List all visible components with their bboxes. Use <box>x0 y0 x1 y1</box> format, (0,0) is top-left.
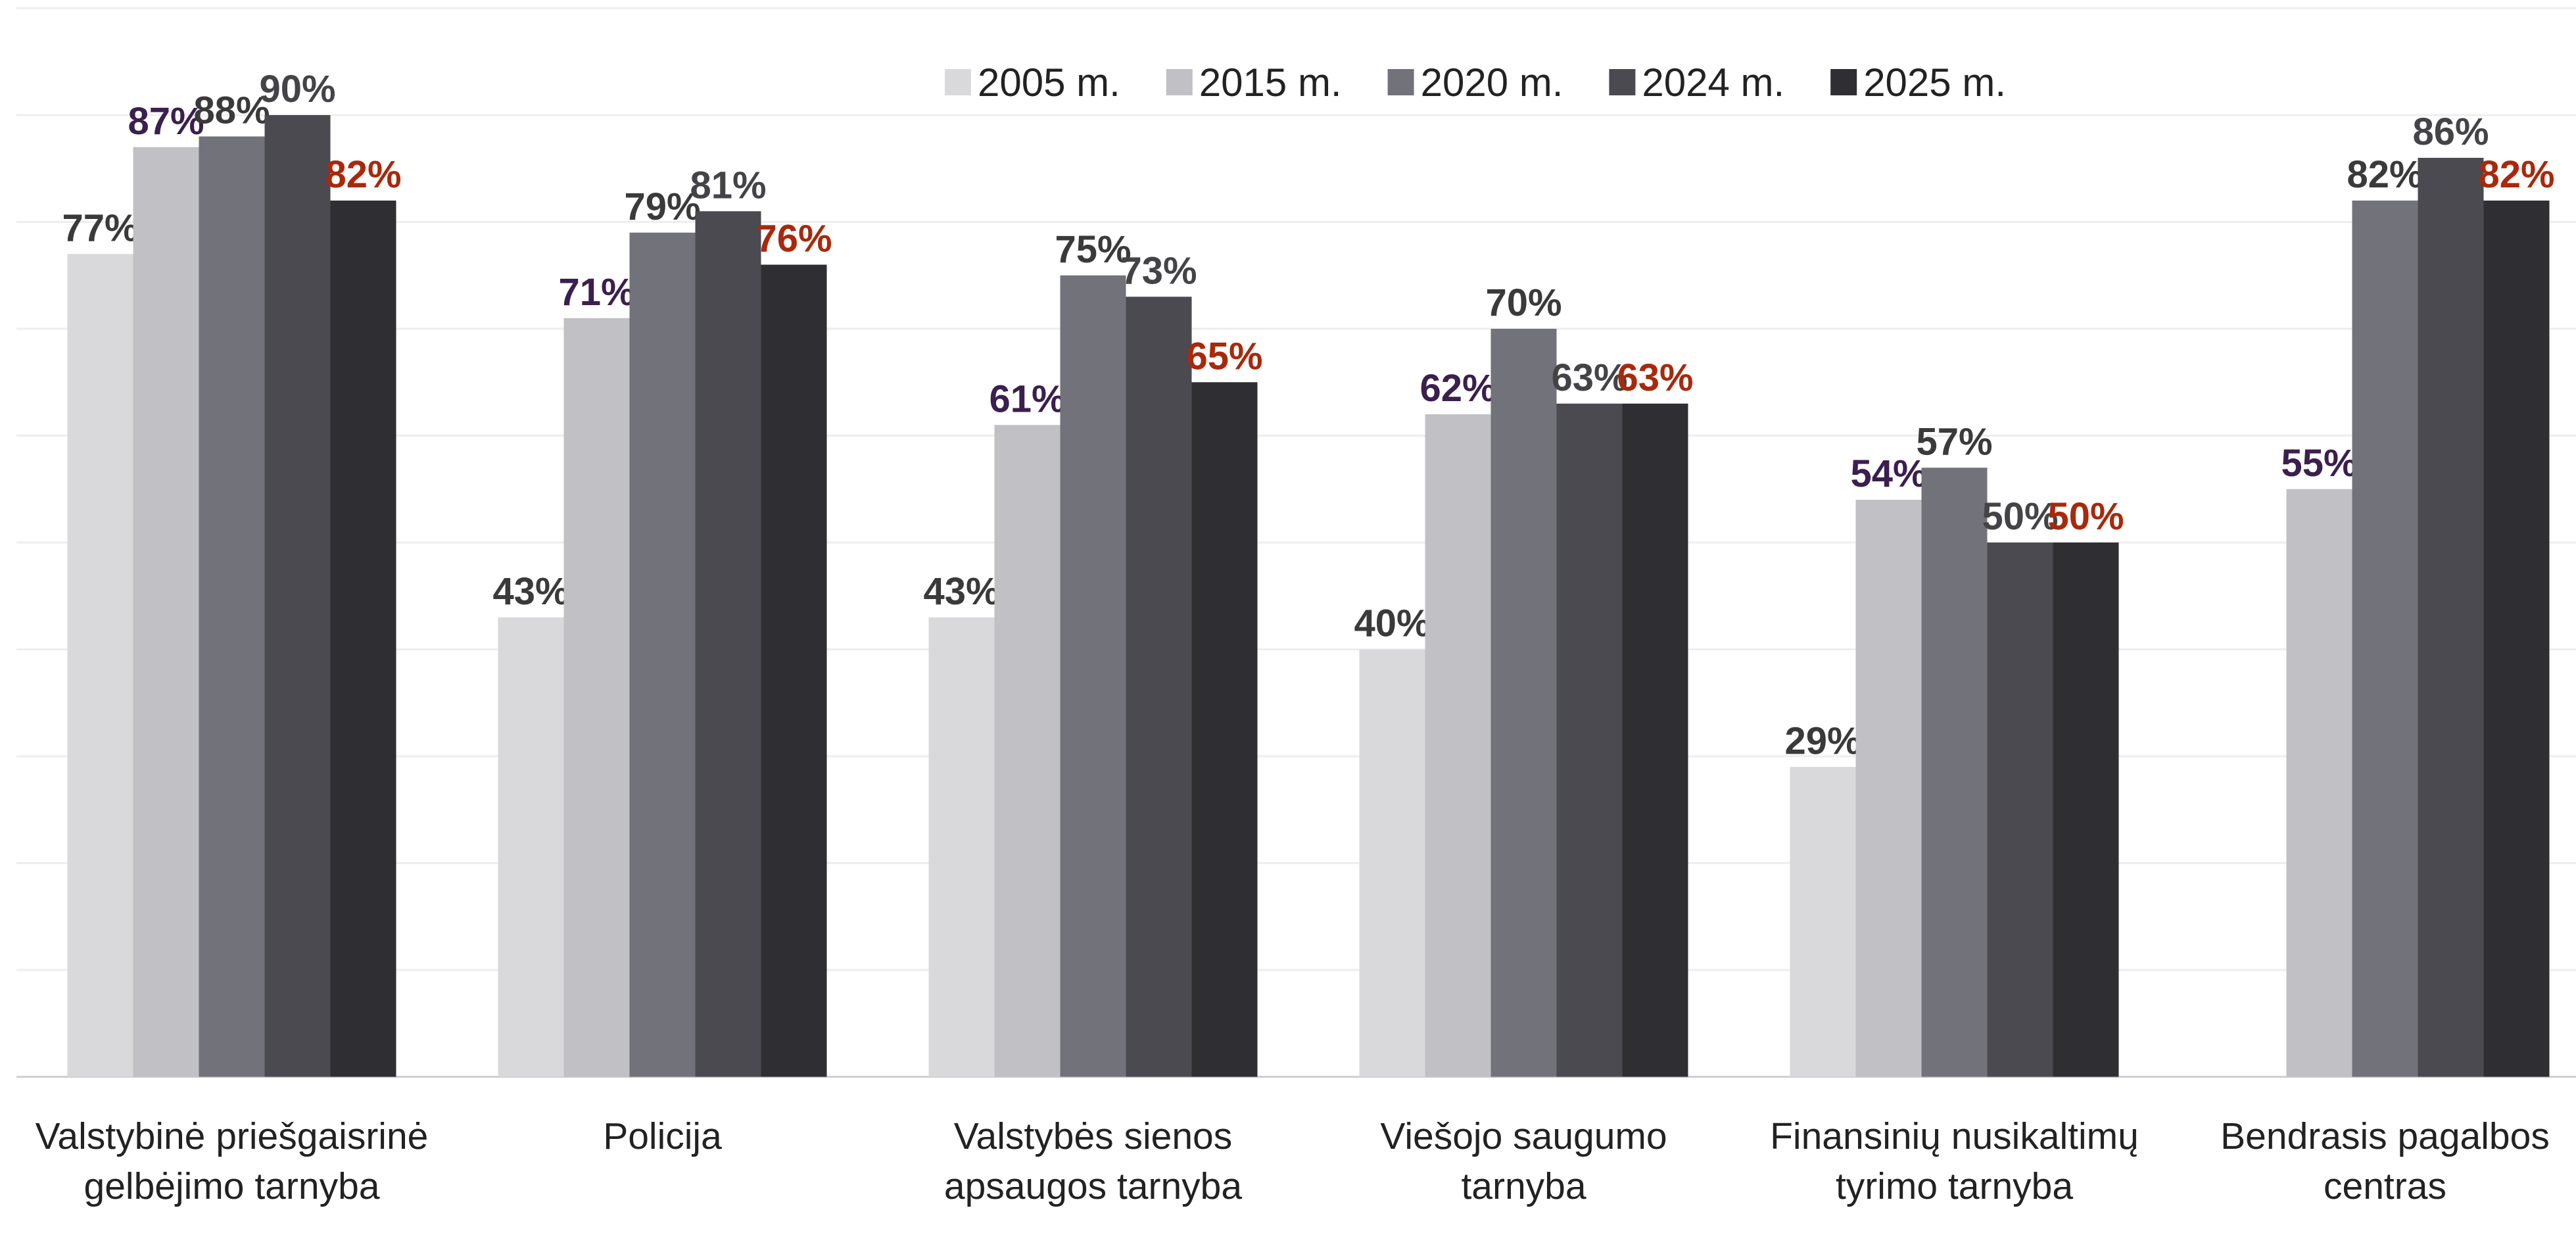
bar <box>67 254 133 1077</box>
legend-label: 2005 m. <box>978 60 1120 105</box>
legend-swatch <box>1609 69 1636 95</box>
bar <box>1491 329 1557 1077</box>
bar <box>994 425 1061 1077</box>
data-label: 54% <box>1850 452 1926 495</box>
data-label: 82% <box>2347 153 2423 196</box>
bar <box>330 201 396 1077</box>
data-label: 57% <box>1916 420 1992 463</box>
data-label: 86% <box>2412 110 2489 153</box>
data-label: 50% <box>1982 495 2058 538</box>
legend-label: 2024 m. <box>1642 60 1784 105</box>
x-tick-label: Valstybės sienos apsaugos tarnyba <box>943 1115 1243 1207</box>
bar <box>133 147 199 1077</box>
legend-label: 2025 m. <box>1863 60 2006 105</box>
data-label: 61% <box>989 377 1065 420</box>
data-label: 65% <box>1186 335 1262 377</box>
data-label: 76% <box>755 218 832 260</box>
bar <box>695 211 761 1077</box>
bar <box>1425 414 1491 1077</box>
x-tick-label: Policija <box>603 1115 722 1157</box>
bar <box>199 136 265 1077</box>
data-label: 55% <box>2281 442 2357 485</box>
bar <box>264 115 331 1077</box>
data-label: 88% <box>193 89 270 132</box>
data-label: 62% <box>1419 367 1496 410</box>
data-label: 40% <box>1354 602 1430 645</box>
bar <box>1191 382 1258 1077</box>
legend-swatch <box>1387 69 1414 95</box>
bar <box>1126 297 1192 1077</box>
data-label: 81% <box>690 164 766 206</box>
data-label: 82% <box>325 153 401 196</box>
legend-label: 2015 m. <box>1199 60 1342 105</box>
data-label: 70% <box>1485 281 1562 324</box>
bar <box>1060 275 1126 1077</box>
legend-swatch <box>1166 69 1193 95</box>
x-tick-label: Viešojo saugumo tarnyba <box>1380 1115 1667 1207</box>
data-label: 50% <box>2047 495 2124 538</box>
legend-swatch <box>1830 69 1857 95</box>
data-label: 87% <box>128 100 204 143</box>
data-label: 29% <box>1784 719 1861 762</box>
bar <box>761 264 827 1077</box>
bar <box>1556 403 1623 1077</box>
bar <box>1622 403 1688 1077</box>
data-label: 73% <box>1120 249 1197 292</box>
bar <box>1855 500 1922 1077</box>
bar <box>1790 767 1856 1077</box>
data-label: 43% <box>923 570 999 613</box>
bar <box>1987 543 2053 1077</box>
bar <box>498 617 564 1077</box>
data-label: 43% <box>492 570 569 613</box>
data-label: 75% <box>1055 228 1131 271</box>
bar <box>563 318 630 1077</box>
bar <box>2053 543 2119 1077</box>
data-label: 82% <box>2478 153 2554 196</box>
data-label: 71% <box>558 271 634 314</box>
x-tick-label: Bendrasis pagalbos centras <box>2220 1115 2550 1207</box>
data-label: 63% <box>1617 356 1693 399</box>
bar <box>1359 649 1425 1077</box>
bar <box>1921 468 1988 1077</box>
legend-label: 2020 m. <box>1421 60 1563 105</box>
data-label: 79% <box>624 185 700 228</box>
data-label: 63% <box>1551 356 1627 399</box>
bar <box>928 617 995 1077</box>
bar <box>2483 201 2550 1077</box>
x-tick-label: Valstybinė priešgaisrinė gelbėjimo tarny… <box>35 1115 429 1207</box>
data-label: 77% <box>62 206 138 249</box>
bar <box>2286 489 2352 1077</box>
legend-swatch <box>945 69 971 95</box>
x-tick-label: Finansinių nusikaltimų tyrimo tarnyba <box>1770 1115 2139 1207</box>
bar <box>2418 158 2484 1077</box>
data-label: 90% <box>259 68 335 110</box>
bar <box>2352 201 2418 1077</box>
bar <box>629 232 696 1077</box>
